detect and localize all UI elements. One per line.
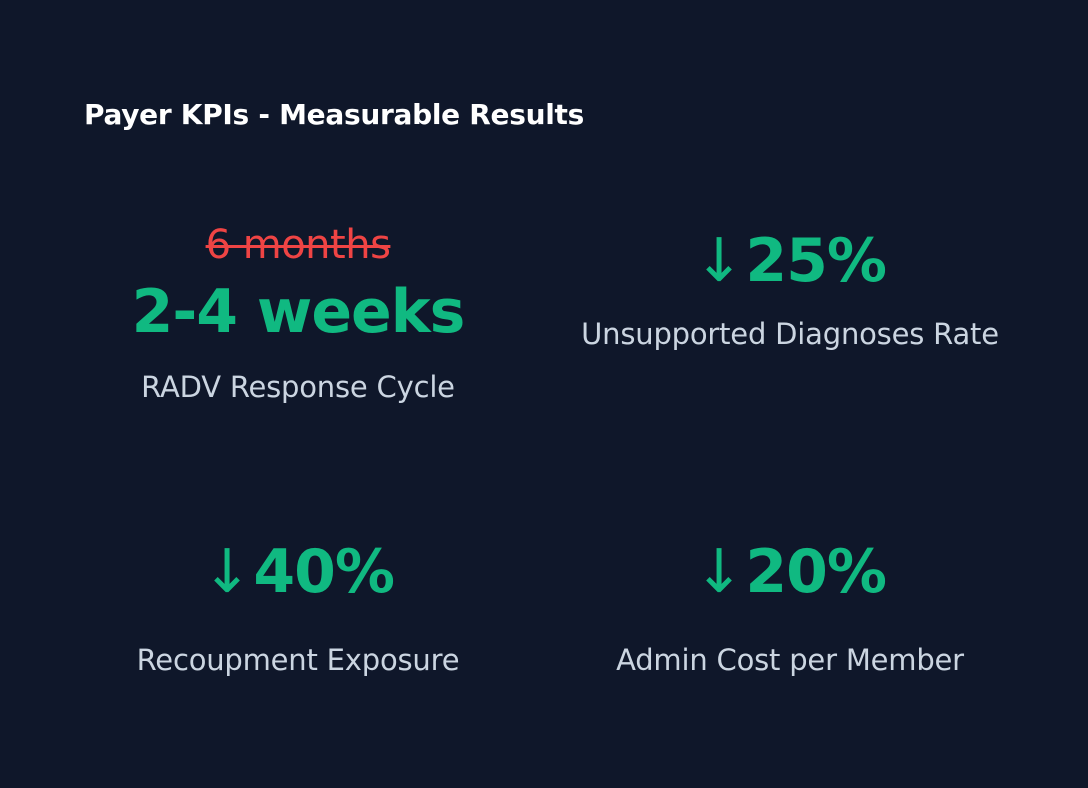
page-title: Payer KPIs - Measurable Results [84,98,584,131]
kpi-label: Unsupported Diagnoses Rate [581,317,999,351]
kpi-value: 40% [253,537,395,607]
kpi-admin-cost-per-member: ↓20% Admin Cost per Member [580,536,1000,679]
kpi-recoupment-exposure: ↓40% Recoupment Exposure [88,536,508,679]
kpi-value: 25% [745,226,887,296]
kpi-value: 20% [745,537,887,607]
kpi-label: Admin Cost per Member [616,643,964,677]
previous-value-strikethrough: 6 months [205,222,391,268]
kpi-value-group: ↓25% [580,225,1000,297]
down-arrow-icon: ↓ [202,537,252,607]
kpi-value: 2-4 weeks [131,277,466,347]
kpi-label: RADV Response Cycle [141,370,455,404]
kpi-radv-response-cycle: 6 months 2-4 weeks RADV Response Cycle [88,220,508,406]
kpi-label: Recoupment Exposure [136,643,460,677]
down-arrow-icon: ↓ [694,537,744,607]
kpi-value-group: ↓40% [88,536,508,608]
kpi-unsupported-diagnoses-rate: ↓25% Unsupported Diagnoses Rate [580,225,1000,353]
kpi-value-group: ↓20% [580,536,1000,608]
down-arrow-icon: ↓ [694,226,744,296]
